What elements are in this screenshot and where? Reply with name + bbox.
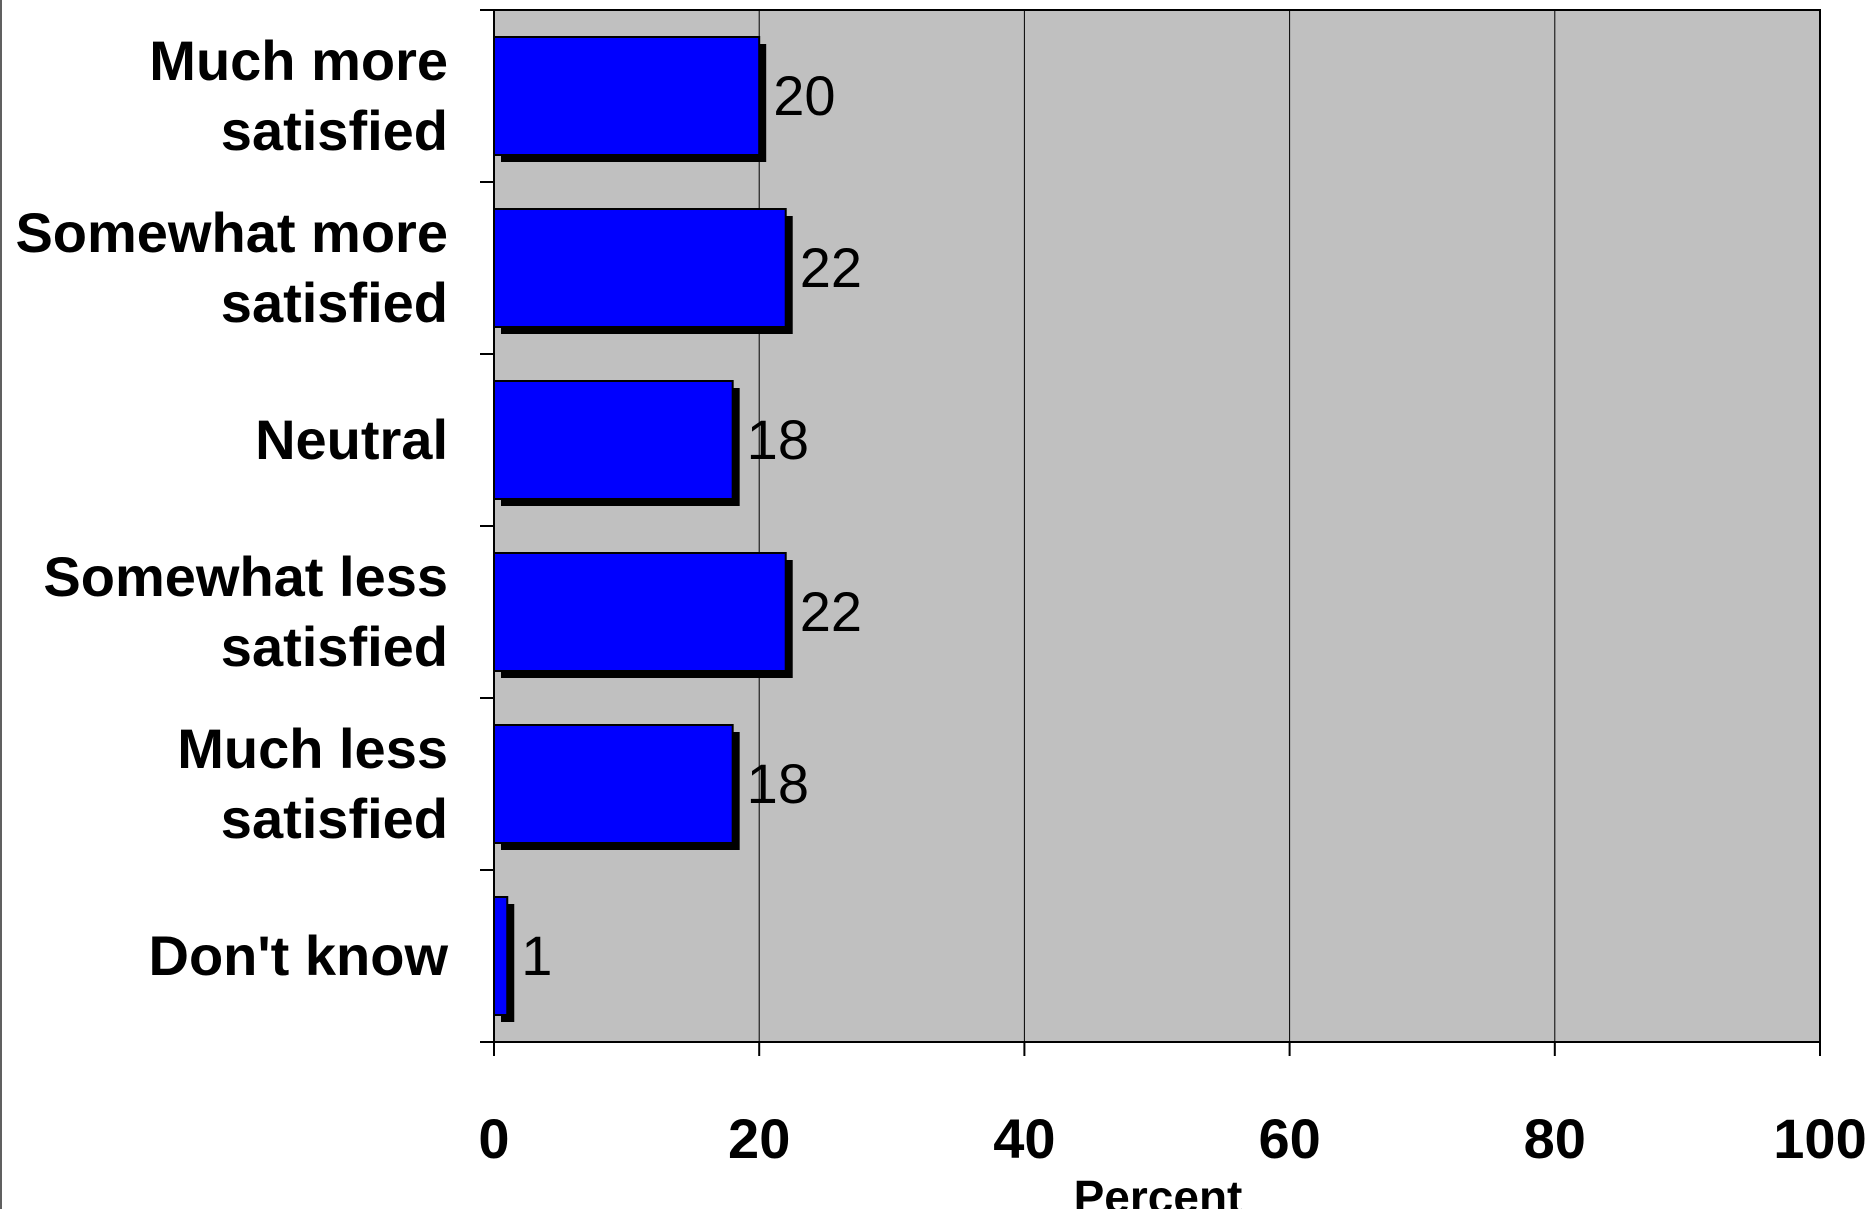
category-label-line: Somewhat more xyxy=(15,201,448,264)
x-tick-label: 60 xyxy=(1258,1107,1320,1170)
category-label: Neutral xyxy=(255,408,448,471)
gridlines xyxy=(758,10,1821,1042)
category-label-line: satisfied xyxy=(221,787,448,850)
x-tick-label: 40 xyxy=(993,1107,1055,1170)
data-label: 18 xyxy=(747,752,809,815)
category-label-line: Much less xyxy=(177,717,448,780)
bar-somewhat-less-satisfied xyxy=(493,552,787,672)
category-label-line: Much more xyxy=(149,29,448,92)
x-tick-label: 20 xyxy=(728,1107,790,1170)
data-label: 18 xyxy=(747,408,809,471)
plot-background xyxy=(493,9,1821,1043)
x-tick-label: 80 xyxy=(1524,1107,1586,1170)
category-labels: Much more satisfied Somewhat more satisfied… xyxy=(15,29,448,987)
bar-don-t-know xyxy=(493,896,509,1016)
data-labels: 20 22 18 22 18 1 xyxy=(521,64,862,987)
plot-area xyxy=(493,9,1821,1043)
bar-much-less-satisfied xyxy=(493,724,734,844)
category-label-line: satisfied xyxy=(221,615,448,678)
data-label: 22 xyxy=(800,236,862,299)
category-label-line: satisfied xyxy=(221,271,448,334)
bar-neutral xyxy=(493,380,734,500)
data-label: 20 xyxy=(773,64,835,127)
x-tick-label: 0 xyxy=(478,1107,509,1170)
category-label: Don't know xyxy=(149,924,449,987)
data-label: 1 xyxy=(521,924,552,987)
axes xyxy=(480,9,1821,1056)
bar-somewhat-more-satisfied xyxy=(493,208,787,328)
category-label: Much less satisfied xyxy=(177,717,448,850)
category-label-line: Somewhat less xyxy=(43,545,448,608)
bars xyxy=(493,36,793,1022)
x-axis-tick-labels: 0 20 40 60 80 100 xyxy=(478,1107,1866,1170)
data-label: 22 xyxy=(800,580,862,643)
x-tick-label: 100 xyxy=(1773,1107,1866,1170)
bar-much-more-satisfied xyxy=(493,36,761,156)
category-label: Somewhat less satisfied xyxy=(43,545,448,678)
x-axis-title: Percent xyxy=(1074,1171,1243,1209)
category-label: Much more satisfied xyxy=(149,29,448,162)
category-label-line: Don't know xyxy=(149,924,449,987)
category-label-line: satisfied xyxy=(221,99,448,162)
category-label: Somewhat more satisfied xyxy=(15,201,448,334)
category-label-line: Neutral xyxy=(255,408,448,471)
